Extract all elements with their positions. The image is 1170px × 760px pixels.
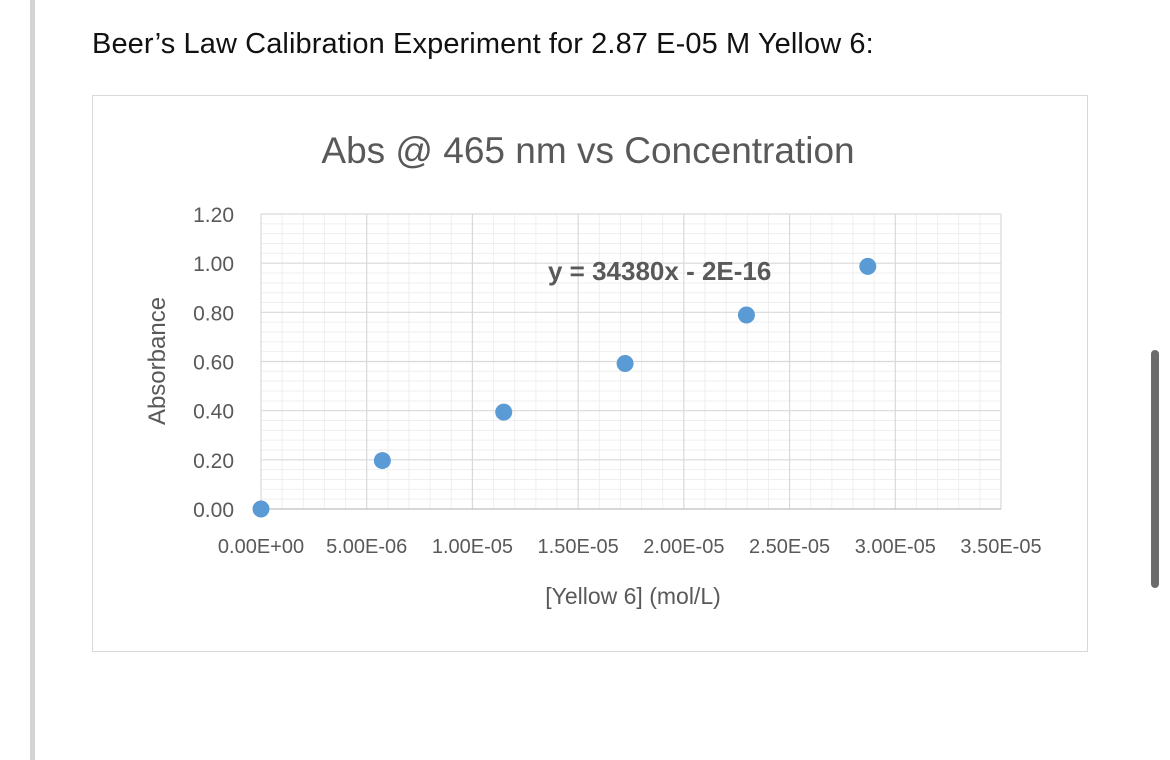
data-point <box>252 500 270 518</box>
chart-title: Abs @ 465 nm vs Concentration <box>321 130 854 171</box>
y-tick-label: 0.00 <box>193 499 234 522</box>
x-tick-label: 0.00E+00 <box>218 536 304 558</box>
y-tick-label: 0.20 <box>193 450 234 473</box>
chart-container: 0.00 0.20 0.40 0.60 0.80 1.00 1.20 0.00E+00 5.0… <box>92 95 1088 652</box>
x-axis-title: [Yellow 6] (mol/L) <box>545 583 721 609</box>
x-tick-label: 2.50E-05 <box>749 536 830 558</box>
page-heading: Beer’s Law Calibration Experiment for 2.… <box>92 28 874 60</box>
y-tick-label: 1.20 <box>193 204 234 227</box>
x-tick-label: 3.50E-05 <box>960 536 1041 558</box>
y-tick-labels: 0.00 0.20 0.40 0.60 0.80 1.00 1.20 <box>193 204 234 522</box>
y-axis-title: Absorbance <box>144 297 171 425</box>
trendline-equation: y = 34380x - 2E-16 <box>548 256 771 286</box>
x-tick-label: 1.00E-05 <box>432 536 513 558</box>
data-points <box>252 257 877 518</box>
x-tick-label: 3.00E-05 <box>855 536 936 558</box>
x-tick-labels: 0.00E+00 5.00E-06 1.00E-05 1.50E-05 2.00E-05… <box>218 536 1042 558</box>
left-border <box>30 0 35 760</box>
y-tick-label: 0.40 <box>193 401 234 424</box>
data-point <box>495 403 513 421</box>
y-tick-label: 1.00 <box>193 253 234 276</box>
data-point <box>737 306 755 324</box>
scatter-chart: 0.00 0.20 0.40 0.60 0.80 1.00 1.20 0.00E+00 5.0… <box>144 130 1042 609</box>
data-point <box>616 354 634 372</box>
data-point <box>373 452 391 470</box>
scrollbar-thumb[interactable] <box>1151 350 1159 588</box>
x-tick-label: 2.00E-05 <box>643 536 724 558</box>
y-tick-label: 0.60 <box>193 352 234 375</box>
x-tick-label: 1.50E-05 <box>538 536 619 558</box>
y-tick-label: 0.80 <box>193 302 234 325</box>
x-tick-label: 5.00E-06 <box>326 536 407 558</box>
data-point <box>859 257 877 275</box>
